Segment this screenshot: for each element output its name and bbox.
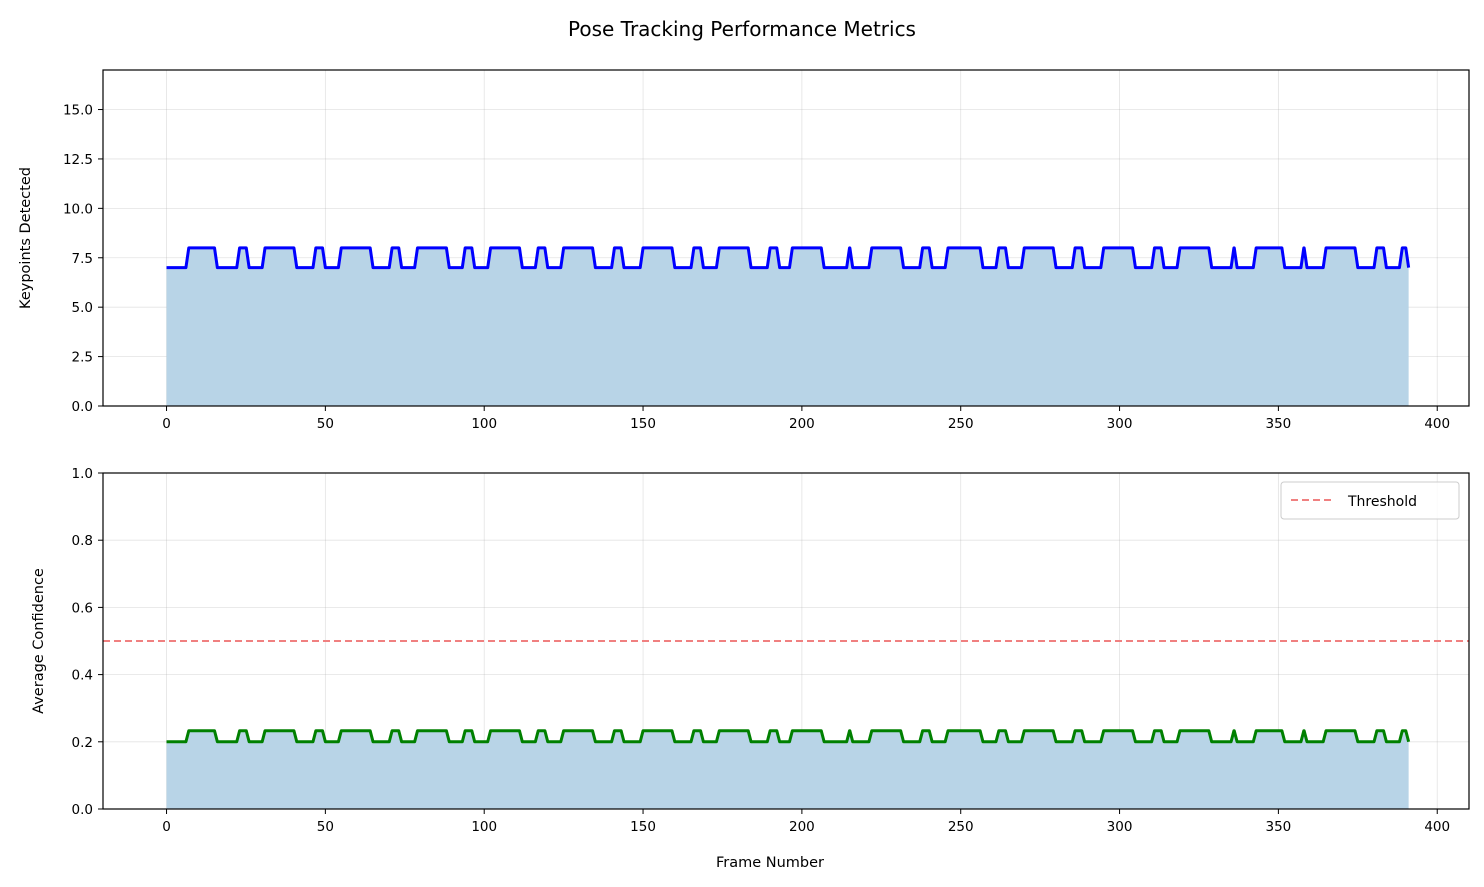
x-tick-label: 400 [1424, 416, 1450, 432]
x-tick-label: 250 [948, 416, 974, 432]
y-tick-label: 0.4 [72, 668, 93, 684]
y-tick-label: 5.0 [72, 300, 93, 316]
x-tick-label: 150 [630, 819, 656, 835]
x-tick-label: 350 [1266, 416, 1292, 432]
x-tick-label: 0 [162, 416, 171, 432]
y-tick-label: 1.0 [72, 466, 93, 482]
chart-title: Pose Tracking Performance Metrics [568, 17, 916, 41]
y-tick-label: 0.0 [72, 399, 93, 415]
series-line [166, 729, 1411, 744]
panel-1: 0 50 100 150 200 250 300 350 400 0.0 2.5 5.0 7.5 10.0… [18, 69, 1470, 432]
x-tick-label: 150 [630, 416, 656, 432]
y-tick-label: 10.0 [63, 201, 93, 217]
y-axis-label: Average Confidence [31, 568, 47, 714]
x-tick-label: 250 [948, 819, 974, 835]
y-tick-label: 7.5 [72, 251, 93, 267]
x-tick-label: 200 [789, 819, 815, 835]
x-tick-label: 200 [789, 416, 815, 432]
x-tick-label: 350 [1266, 819, 1292, 835]
x-tick-label: 0 [162, 819, 171, 835]
x-axis-label: Frame Number [716, 855, 824, 871]
y-tick-label: 0.2 [72, 735, 93, 751]
x-tick-label: 50 [317, 819, 334, 835]
panel-2: Threshold 0 50 100 150 200 250 300 350 400 0.0 0.2 0… [31, 466, 1470, 871]
area-fill [166, 730, 1409, 809]
x-tick-label: 300 [1107, 819, 1133, 835]
x-tick-label: 400 [1424, 819, 1450, 835]
y-tick-label: 0.8 [72, 533, 93, 549]
area-fill [166, 247, 1409, 406]
legend-label: Threshold [1347, 494, 1417, 510]
axes-frame [102, 472, 1470, 810]
chart-panels: 0 50 100 150 200 250 300 350 400 0.0 2.5 5.0 7.5 10.0… [18, 69, 1470, 871]
x-tick-label: 50 [317, 416, 334, 432]
x-tick-label: 300 [1107, 416, 1133, 432]
series-line [166, 246, 1411, 270]
y-tick-label: 0.0 [72, 802, 93, 818]
axes-frame [102, 69, 1470, 407]
x-tick-label: 100 [471, 416, 497, 432]
x-tick-label: 100 [471, 819, 497, 835]
y-tick-label: 12.5 [63, 152, 93, 168]
y-tick-label: 0.6 [72, 600, 93, 616]
legend: Threshold [1280, 481, 1460, 520]
y-tick-label: 15.0 [63, 103, 93, 119]
y-tick-label: 2.5 [72, 350, 93, 366]
y-axis-label: Keypoints Detected [18, 167, 34, 309]
legend-box [1280, 481, 1460, 520]
